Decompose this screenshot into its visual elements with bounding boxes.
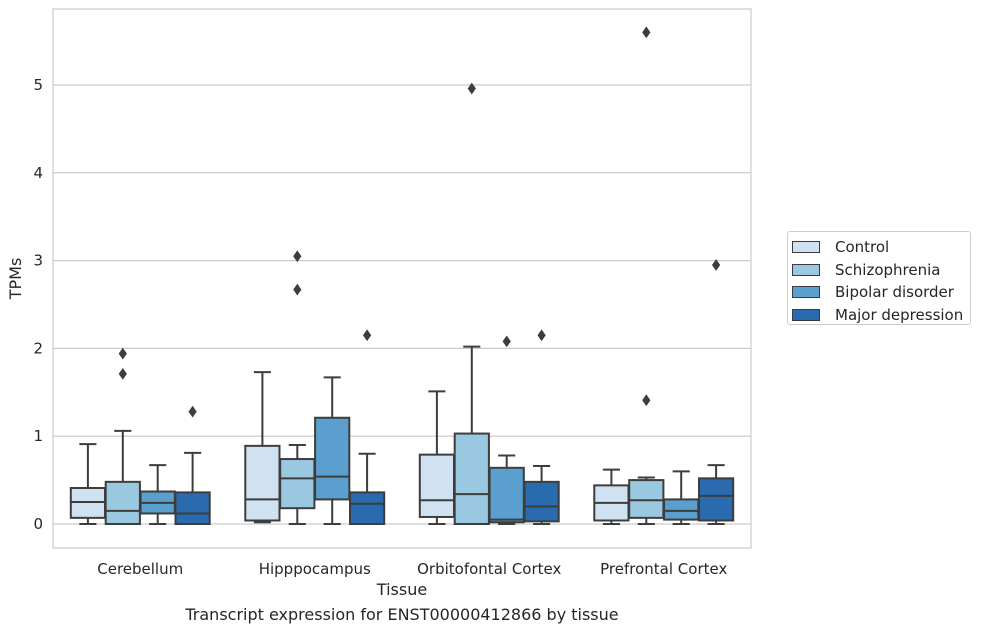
legend-swatch [792, 308, 820, 321]
x-tick-label: Orbitofontal Cortex [417, 560, 561, 578]
y-tick-label: 5 [33, 76, 43, 94]
legend-label: Major depression [835, 305, 964, 324]
legend-item: Schizophrenia [792, 259, 970, 282]
outlier-point [642, 394, 651, 407]
outlier-point [293, 250, 302, 263]
y-tick-label: 4 [33, 164, 43, 182]
box-group [418, 390, 456, 525]
x-tick-labels: Cerebellum Hipppocampus Orbitofontal Corte… [97, 560, 727, 578]
x-tick-label: Hipppocampus [259, 560, 371, 578]
legend-item: Control [792, 236, 970, 259]
legend-label: Bipolar disorder [835, 283, 954, 302]
y-tick-label: 1 [33, 427, 43, 445]
box-iqr [523, 480, 560, 523]
box-group [663, 470, 700, 525]
box-series-layer [69, 26, 735, 526]
box-group [628, 26, 665, 525]
box-iqr [279, 458, 316, 510]
outlier-point [711, 259, 721, 271]
y-tick-label: 3 [33, 252, 43, 270]
outlier-point [118, 367, 127, 380]
outlier-point [188, 405, 197, 418]
y-axis-label: TPMs [6, 258, 25, 301]
legend-label: Control [835, 238, 890, 257]
box-iqr [488, 466, 525, 524]
box-group [314, 376, 351, 525]
legend-item: Major depression [792, 304, 970, 327]
box-iqr [663, 498, 700, 521]
outlier-point [118, 347, 127, 360]
y-tick-label: 0 [33, 515, 43, 533]
box-group [279, 250, 316, 525]
box-group [104, 347, 141, 525]
box-iqr [628, 479, 665, 519]
outlier-point [293, 283, 302, 296]
box-iqr [244, 444, 281, 522]
legend-swatch [792, 286, 820, 299]
plot-frame [52, 8, 752, 549]
legend-item: Bipolar disorder [792, 281, 970, 304]
legend-swatch [792, 241, 820, 254]
plot-area [53, 9, 751, 548]
legend: Control Schizophrenia Bipolar disorder Majo… [787, 231, 971, 325]
box-iqr [174, 491, 211, 525]
y-tick-label: 2 [33, 339, 43, 357]
box-group [453, 82, 490, 526]
box-group [488, 335, 525, 525]
box-group [593, 468, 630, 525]
box-group [174, 405, 211, 525]
box-group [348, 329, 386, 525]
x-axis-label: Tissue [376, 580, 427, 599]
box-iqr [348, 491, 386, 525]
legend-swatch [792, 263, 820, 276]
box-group [697, 259, 735, 525]
box-iqr [697, 477, 735, 522]
box-iqr [314, 416, 351, 501]
y-tick-labels: 0 1 2 3 4 5 [33, 76, 43, 533]
x-tick-label: Cerebellum [97, 560, 183, 578]
outlier-point [467, 82, 476, 95]
chart-caption: Transcript expression for ENST0000041286… [185, 605, 619, 624]
gridlines [53, 84, 751, 525]
outlier-point [642, 26, 651, 39]
box-group [244, 371, 281, 524]
x-tick-label: Prefrontal Cortex [600, 560, 727, 578]
box-iqr [418, 453, 456, 518]
box-iqr [453, 432, 490, 526]
legend-label: Schizophrenia [835, 260, 941, 279]
box-iqr [104, 480, 141, 525]
box-group [523, 329, 560, 525]
outlier-point [502, 335, 511, 348]
outlier-point [537, 329, 546, 342]
outlier-point [362, 329, 372, 342]
